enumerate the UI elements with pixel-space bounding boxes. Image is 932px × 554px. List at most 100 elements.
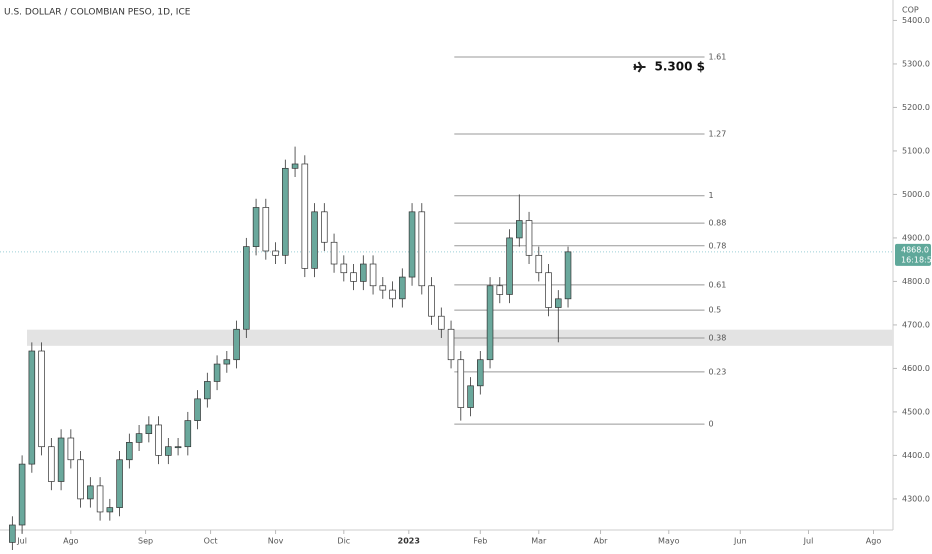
candle-body <box>555 298 562 308</box>
candle-body <box>57 437 65 482</box>
candle-body <box>330 241 338 265</box>
x-tick-label: Oct <box>204 537 218 546</box>
candle-body <box>438 315 445 330</box>
candle-body <box>418 211 426 287</box>
candle-body <box>311 211 318 269</box>
countdown: 16:18:58 <box>901 255 932 264</box>
candle-body <box>301 163 309 269</box>
y-tick-label: 5100.0 <box>902 146 930 155</box>
x-tick-label: Jun <box>733 537 747 546</box>
candle-body <box>282 167 289 256</box>
candle-body <box>340 263 348 274</box>
x-tick-label: Jul <box>16 537 27 546</box>
x-tick-label: Abr <box>594 537 609 546</box>
y-tick-label: 5000.0 <box>902 190 930 199</box>
price-label: 4868.0 <box>901 245 929 254</box>
candle-body <box>223 359 231 365</box>
candle-body <box>48 446 55 482</box>
candle-body <box>106 507 114 513</box>
currency: COP <box>902 6 919 15</box>
y-tick-label: 5300.0 <box>902 59 930 68</box>
fib-label: 0 <box>709 420 714 429</box>
candle-body <box>145 424 153 435</box>
x-tick-label: Mar <box>531 537 547 546</box>
candle-body <box>233 328 240 361</box>
candle-body <box>67 437 75 461</box>
fib-label: 1.27 <box>709 129 727 138</box>
candle-body <box>525 220 533 256</box>
candle-body <box>126 442 133 461</box>
candle-body <box>408 211 416 278</box>
candle-body <box>379 285 387 291</box>
fib-label: 0.61 <box>709 280 727 289</box>
candle-body <box>360 263 367 282</box>
candle-body <box>506 237 513 295</box>
candle-body <box>184 420 192 448</box>
plane-icon <box>633 61 646 73</box>
y-tick-label: 4400.0 <box>902 451 930 460</box>
candle-body <box>204 381 211 400</box>
candle-body <box>535 254 543 274</box>
candle-body <box>486 285 494 361</box>
x-tick-label: 2023 <box>398 537 420 546</box>
candle-body <box>564 251 572 300</box>
candle-body <box>350 272 357 282</box>
candle-body <box>399 276 406 300</box>
candle-body <box>428 285 435 317</box>
x-tick-label: Jul <box>803 537 814 546</box>
x-tick-label: Sep <box>138 537 153 546</box>
candle-body <box>272 250 279 256</box>
fib-label: 0.38 <box>709 333 727 342</box>
candle-body <box>516 220 523 239</box>
candle-body <box>77 459 84 500</box>
candle-body <box>262 207 270 252</box>
y-tick-label: 4300.0 <box>902 494 930 503</box>
chart-title: U.S. DOLLAR / COLOMBIAN PESO, 1D, ICE <box>4 8 191 18</box>
candle-body <box>155 424 162 456</box>
fib-label: 0.23 <box>709 367 727 376</box>
candle-body <box>87 485 94 500</box>
y-tick-label: 5200.0 <box>902 103 930 112</box>
y-tick-label: 4700.0 <box>902 320 930 329</box>
x-tick-label: Mayo <box>658 537 680 546</box>
candle-body <box>467 385 474 408</box>
x-tick-label: Dic <box>337 537 350 546</box>
candle-body <box>243 246 250 330</box>
candle-body <box>447 328 455 361</box>
candle-body <box>116 459 123 508</box>
candle-body <box>496 285 504 295</box>
x-tick-label: Ago <box>63 537 79 546</box>
candle-body <box>38 350 45 448</box>
candle-body <box>389 289 396 300</box>
y-tick-label: 4600.0 <box>902 364 930 373</box>
fib-label: 0.5 <box>709 306 722 315</box>
fib-label: 1 <box>709 191 714 200</box>
fib-label: 1.61 <box>709 52 727 61</box>
candle-body <box>28 350 36 465</box>
price-label-box <box>895 243 931 266</box>
y-tick-label: 4900.0 <box>902 233 930 242</box>
candle-body <box>369 263 377 287</box>
x-tick-label: Ago <box>866 537 882 546</box>
candle-body <box>252 207 260 247</box>
candle-body <box>96 485 104 513</box>
y-tick-label: 5400.0 <box>902 16 930 25</box>
y-tick-label: 4500.0 <box>902 407 930 416</box>
x-tick-label: Nov <box>268 537 284 546</box>
candle-body <box>165 446 172 456</box>
candle-body <box>291 163 299 169</box>
candle-body <box>477 359 484 387</box>
candle-body <box>174 446 182 449</box>
candle-body <box>18 463 26 526</box>
fib-label: 0.78 <box>709 241 727 250</box>
candle-body <box>545 272 552 308</box>
fib-label: 0.88 <box>709 219 727 228</box>
y-tick-label: 4800.0 <box>902 277 930 286</box>
candle-body <box>9 524 16 543</box>
candle-body <box>194 398 201 421</box>
annotation-text: 5.300 $ <box>655 59 705 73</box>
candle-body <box>321 211 328 243</box>
x-tick-label: Feb <box>473 537 487 546</box>
